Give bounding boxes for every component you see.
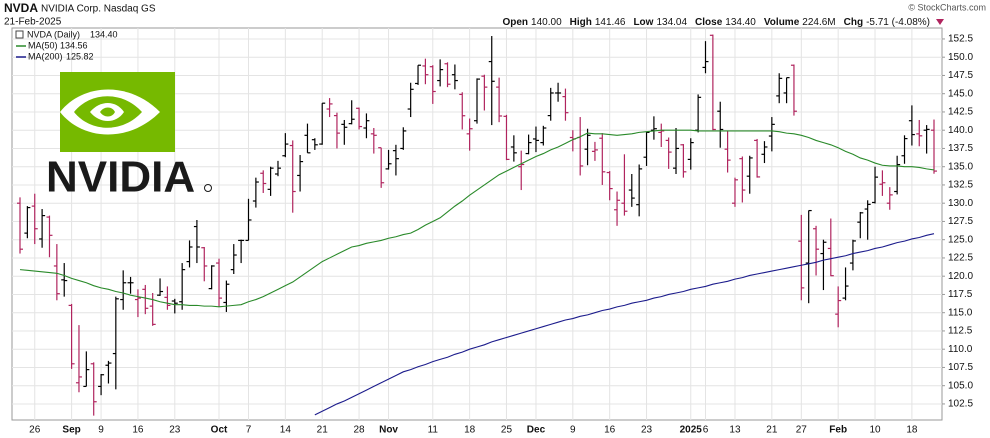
x-tick-label: Dec — [527, 425, 546, 436]
x-tick-label: 25 — [501, 425, 513, 436]
y-tick-label: 137.5 — [948, 143, 973, 154]
y-tick-label: 145.0 — [948, 88, 973, 99]
x-tick-label: 16 — [132, 425, 144, 436]
quote-label: Open — [502, 17, 528, 28]
quote-line: Open 140.00 High 141.46 Low 134.04 Close 134.40… — [502, 17, 930, 28]
y-tick-label: 115.0 — [948, 307, 973, 318]
quote-value: 134.04 — [656, 17, 687, 28]
y-tick-label: 132.5 — [948, 180, 973, 191]
y-tick-label: 122.5 — [948, 253, 973, 264]
x-tick-label: Nov — [379, 425, 398, 436]
x-tick-label: 13 — [729, 425, 741, 436]
quote-value: 141.46 — [595, 17, 626, 28]
quote-value: 224.6M — [802, 17, 835, 28]
logo-text: NVIDIA — [46, 153, 195, 202]
nvidia-logo: NVIDIA — [46, 72, 212, 202]
legend-icon — [15, 30, 24, 39]
y-tick-label: 107.5 — [948, 362, 973, 373]
plot-frame — [11, 27, 943, 421]
x-tick-label: 9 — [570, 425, 576, 436]
quote-label: Chg — [844, 17, 863, 28]
quote-value: -5.71 (-4.08%) — [866, 17, 930, 28]
x-tick-label: 28 — [354, 425, 366, 436]
quote-label: Low — [633, 17, 653, 28]
quote-label: High — [570, 17, 592, 28]
x-tick-label: 9 — [98, 425, 104, 436]
y-tick-label: 127.5 — [948, 216, 973, 227]
y-tick-label: 120.0 — [948, 271, 973, 282]
y-tick-label: 150.0 — [948, 52, 973, 63]
logo-registered — [204, 184, 212, 192]
x-tick-label: Feb — [829, 425, 847, 436]
quote-label: Close — [695, 17, 723, 28]
x-tick-label: 21 — [766, 425, 778, 436]
moving-average-line — [19, 129, 935, 308]
x-tick-label: 11 — [428, 425, 439, 436]
y-tick-label: 135.0 — [948, 161, 973, 172]
x-tick-label: 10 — [869, 425, 881, 436]
date: 21-Feb-2025 — [4, 17, 62, 28]
x-tick-label: 2025 — [680, 425, 703, 436]
y-tick-label: 110.0 — [948, 344, 973, 355]
x-tick-label: 21 — [317, 425, 329, 436]
logo-center — [100, 107, 115, 117]
y-tick-label: 117.5 — [948, 289, 973, 300]
quote-label: Volume — [764, 17, 800, 28]
legend-price-last: 134.40 — [90, 29, 118, 39]
x-tick-label: Sep — [62, 425, 80, 436]
x-tick-label: 18 — [464, 425, 476, 436]
y-tick-label: 130.0 — [948, 198, 973, 209]
x-tick-label: 6 — [703, 425, 709, 436]
moving-average-line — [314, 233, 935, 416]
x-tick-label: 23 — [641, 425, 653, 436]
quote-value: 134.40 — [725, 17, 756, 28]
y-tick-label: 152.5 — [948, 34, 973, 45]
legend-last: 125.82 — [66, 51, 94, 61]
x-tick-label: Oct — [211, 425, 228, 436]
quote-value: 140.00 — [531, 17, 562, 28]
x-tick-label: 23 — [169, 425, 181, 436]
marks — [17, 34, 937, 416]
legend-name: MA(200) — [28, 51, 63, 61]
x-tick-label: 27 — [796, 425, 808, 436]
y-tick-label: 125.0 — [948, 234, 973, 245]
x-tick-label: 7 — [246, 425, 252, 436]
legend: NVDA (Daily) 134.40 — [15, 29, 118, 39]
y-tick-label: 102.5 — [948, 399, 973, 410]
y-tick-label: 140.0 — [948, 125, 973, 136]
y-tick-label: 147.5 — [948, 70, 973, 81]
legend-last: 134.56 — [60, 40, 88, 50]
x-tick-label: 18 — [906, 425, 918, 436]
legend-name: MA(50) — [28, 40, 58, 50]
x-tick-label: 14 — [280, 425, 292, 436]
x-tick-label: 16 — [604, 425, 616, 436]
legend-price-label: NVDA (Daily) — [27, 29, 80, 39]
symbol: NVDA — [4, 1, 38, 15]
copyright: © StockCharts.com — [908, 2, 986, 12]
down-arrow — [936, 19, 944, 25]
y-tick-label: 112.5 — [948, 326, 973, 337]
company-name: NVIDIA Corp. Nasdaq GS — [41, 4, 156, 15]
y-tick-label: 142.5 — [948, 107, 973, 118]
x-tick-label: 26 — [29, 425, 41, 436]
y-tick-label: 105.0 — [948, 380, 973, 391]
